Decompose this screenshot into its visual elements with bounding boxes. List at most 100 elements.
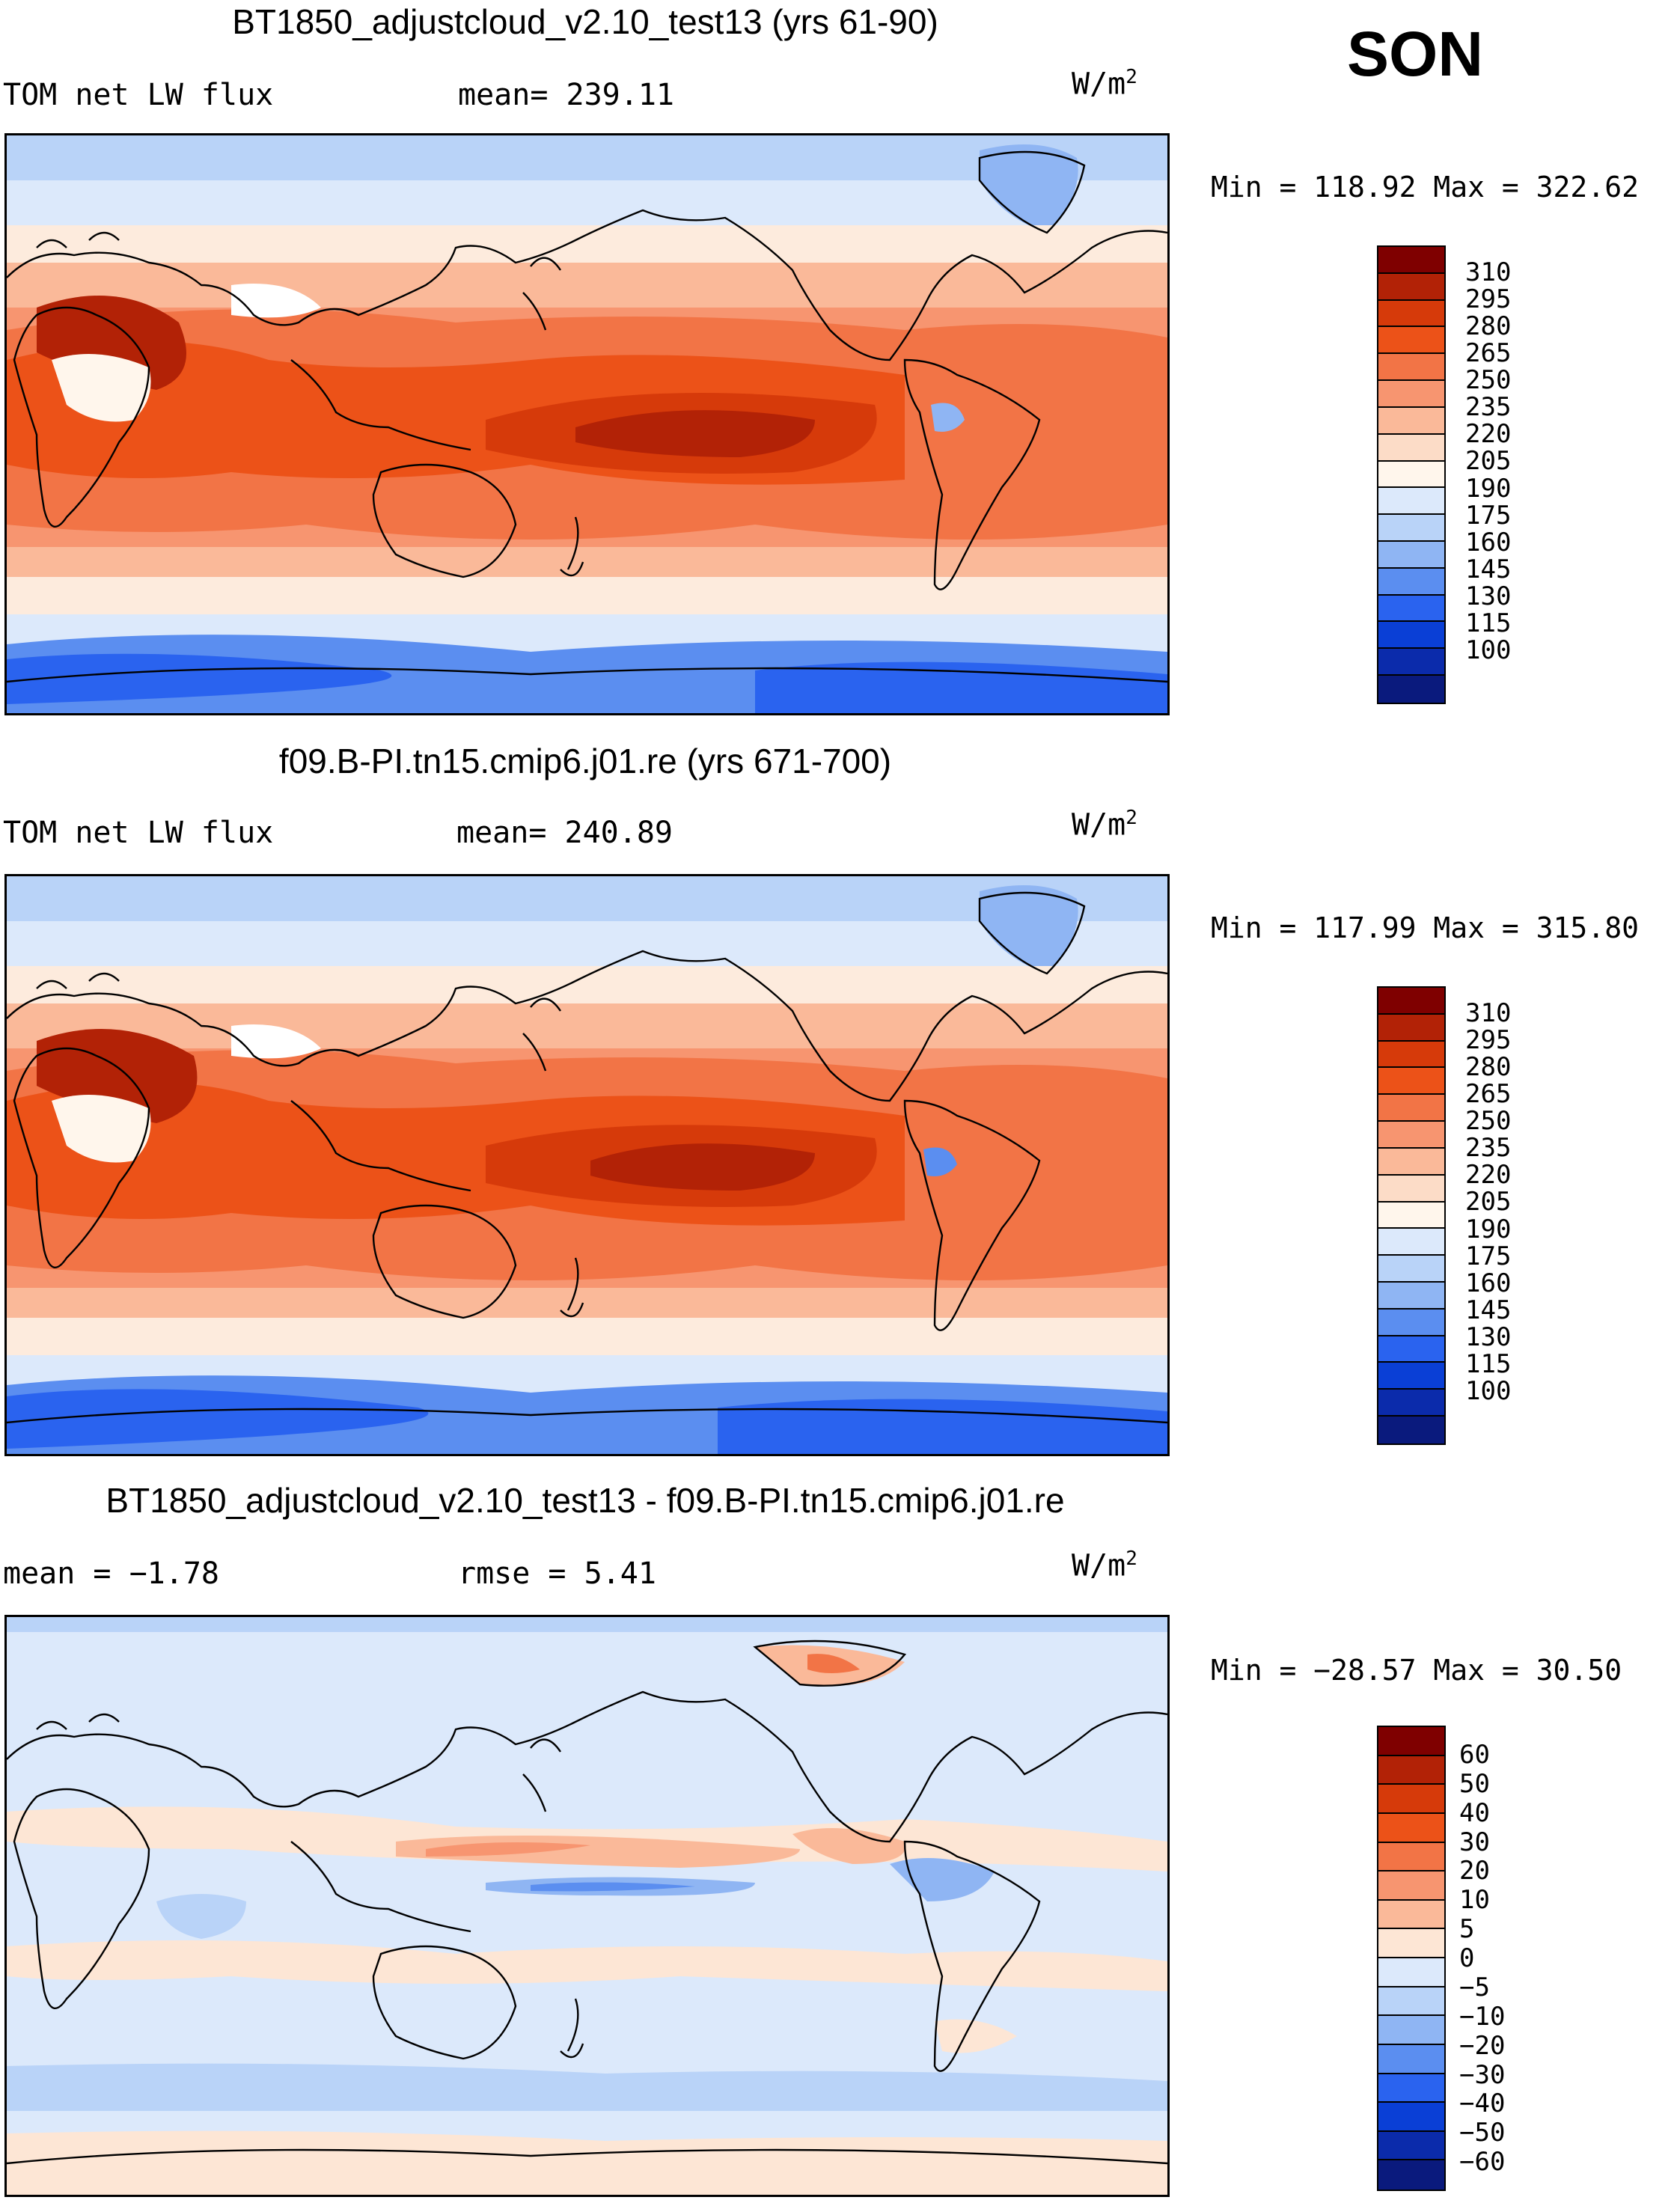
colorbar-swatch — [1378, 595, 1444, 623]
colorbar-tick-label: −30 — [1459, 2059, 1506, 2090]
colorbar-swatch — [1378, 2074, 1444, 2103]
colorbar-swatch — [1378, 2103, 1444, 2132]
colorbar-tick-label: 20 — [1459, 1856, 1490, 1886]
colorbar-tick-label: −5 — [1459, 1972, 1490, 2002]
colorbar-tick-label: 280 — [1465, 1052, 1512, 1083]
colorbar-tick-label: 235 — [1465, 392, 1512, 423]
colorbar-swatch — [1378, 407, 1444, 435]
panel-2-units: W/m2 — [1072, 807, 1137, 843]
panel-2-title: f09.B-PI.tn15.cmip6.j01.re (yrs 671-700) — [278, 742, 892, 780]
colorbar-swatch — [1378, 1727, 1444, 1756]
panel-1-variable-label: TOM net LW flux — [3, 78, 274, 112]
colorbar-tick-label: 115 — [1465, 608, 1512, 638]
colorbar-swatch — [1378, 1229, 1444, 1256]
colorbar-tick-label: 130 — [1465, 581, 1512, 611]
colorbar-tick-label: −50 — [1459, 2118, 1506, 2148]
colorbar-swatch — [1378, 1842, 1444, 1872]
colorbar-tick-label: 160 — [1465, 1268, 1512, 1298]
colorbar-swatch — [1378, 2044, 1444, 2074]
colorbar-swatch — [1378, 1417, 1444, 1443]
colorbar-tick-label: 280 — [1465, 311, 1512, 342]
panel-3-minmax: Min = −28.57 Max = 30.50 — [1211, 1654, 1622, 1687]
colorbar-swatch — [1378, 2131, 1444, 2161]
panel-1-minmax: Min = 118.92 Max = 322.62 — [1211, 171, 1639, 204]
colorbar-swatch — [1378, 622, 1444, 650]
panel-3-title: BT1850_adjustcloud_v2.10_test13 - f09.B-… — [106, 1481, 1065, 1520]
colorbar-tick-label: 190 — [1465, 1214, 1512, 1244]
panel-3-contour-field — [7, 1617, 1167, 2195]
colorbar-tick-label: 205 — [1465, 1187, 1512, 1217]
colorbar-tick-label: 115 — [1465, 1348, 1512, 1379]
panel-3-map — [4, 1615, 1170, 2197]
colorbar-tick-label: 5 — [1459, 1914, 1475, 1945]
colorbar-tick-label: 0 — [1459, 1943, 1475, 1973]
panel-1-colorbar-labels: 310 295 280 265 250 235 220 205 190 175 160 145 130 1… — [1465, 245, 1555, 704]
colorbar-tick-label: −40 — [1459, 2089, 1506, 2119]
panel-1-map — [4, 133, 1170, 715]
colorbar-3-swatches — [1378, 1727, 1444, 2190]
colorbar-swatch — [1378, 1282, 1444, 1310]
colorbar-swatch — [1378, 247, 1444, 274]
colorbar-tick-label: 50 — [1459, 1768, 1490, 1799]
colorbar-tick-label: 100 — [1465, 635, 1512, 665]
panel-2-map — [4, 874, 1170, 1456]
panel-1-contour-field — [7, 135, 1167, 713]
colorbar-swatch — [1378, 1336, 1444, 1363]
colorbar-tick-label: 310 — [1465, 998, 1512, 1029]
colorbar-1-swatches — [1378, 247, 1444, 703]
colorbar-swatch — [1378, 1122, 1444, 1149]
panel-3-colorbar-labels: 60 50 40 30 20 10 5 0 −5 −10 −20 −30 −40 −50 −60 — [1459, 1726, 1557, 2191]
colorbar-swatch — [1378, 568, 1444, 596]
season-label: SON — [1347, 19, 1484, 89]
colorbar-swatch — [1378, 327, 1444, 355]
colorbar-swatch — [1378, 1929, 1444, 1958]
colorbar-swatch — [1378, 1256, 1444, 1283]
colorbar-tick-label: 250 — [1465, 365, 1512, 396]
colorbar-swatch — [1378, 1363, 1444, 1390]
colorbar-tick-label: 145 — [1465, 554, 1512, 584]
colorbar-swatch — [1378, 300, 1444, 328]
colorbar-swatch — [1378, 1900, 1444, 1930]
colorbar-tick-label: 235 — [1465, 1133, 1512, 1164]
panel-2-colorbar — [1377, 986, 1446, 1445]
colorbar-swatch — [1378, 1041, 1444, 1069]
colorbar-swatch — [1378, 1987, 1444, 2017]
colorbar-swatch — [1378, 273, 1444, 301]
colorbar-tick-label: 265 — [1465, 338, 1512, 369]
colorbar-tick-label: −10 — [1459, 2001, 1506, 2032]
colorbar-tick-label: 295 — [1465, 1025, 1512, 1056]
colorbar-swatch — [1378, 1390, 1444, 1417]
panel-2-mean-label: mean= 240.89 — [456, 816, 673, 850]
colorbar-swatch — [1378, 541, 1444, 569]
colorbar-tick-label: 250 — [1465, 1106, 1512, 1137]
colorbar-swatch — [1378, 1309, 1444, 1336]
panel-1-mean-label: mean= 239.11 — [458, 78, 674, 112]
colorbar-swatch — [1378, 1175, 1444, 1203]
colorbar-swatch — [1378, 1756, 1444, 1785]
colorbar-swatch — [1378, 1148, 1444, 1176]
panel-2-minmax: Min = 117.99 Max = 315.80 — [1211, 911, 1639, 944]
colorbar-tick-label: −60 — [1459, 2147, 1506, 2178]
colorbar-tick-label: 310 — [1465, 257, 1512, 288]
panel-3-units: W/m2 — [1072, 1547, 1137, 1583]
colorbar-tick-label: 175 — [1465, 1241, 1512, 1271]
colorbar-swatch — [1378, 381, 1444, 408]
colorbar-swatch — [1378, 434, 1444, 462]
colorbar-tick-label: 30 — [1459, 1827, 1490, 1857]
colorbar-swatch — [1378, 1872, 1444, 1901]
colorbar-tick-label: 100 — [1465, 1375, 1512, 1406]
panel-2-colorbar-labels: 310 295 280 265 250 235 220 205 190 175 160 145 130 1… — [1465, 986, 1555, 1445]
colorbar-swatch — [1378, 2016, 1444, 2045]
colorbar-swatch — [1378, 2160, 1444, 2190]
colorbar-swatch — [1378, 354, 1444, 382]
panel-2-variable-label: TOM net LW flux — [3, 816, 274, 850]
colorbar-swatch — [1378, 515, 1444, 542]
colorbar-swatch — [1378, 649, 1444, 676]
colorbar-swatch — [1378, 676, 1444, 703]
colorbar-swatch — [1378, 1095, 1444, 1122]
colorbar-tick-label: 220 — [1465, 1160, 1512, 1191]
colorbar-swatch — [1378, 461, 1444, 489]
colorbar-tick-label: 295 — [1465, 284, 1512, 315]
colorbar-swatch — [1378, 1202, 1444, 1229]
panel-3-colorbar — [1377, 1726, 1446, 2191]
